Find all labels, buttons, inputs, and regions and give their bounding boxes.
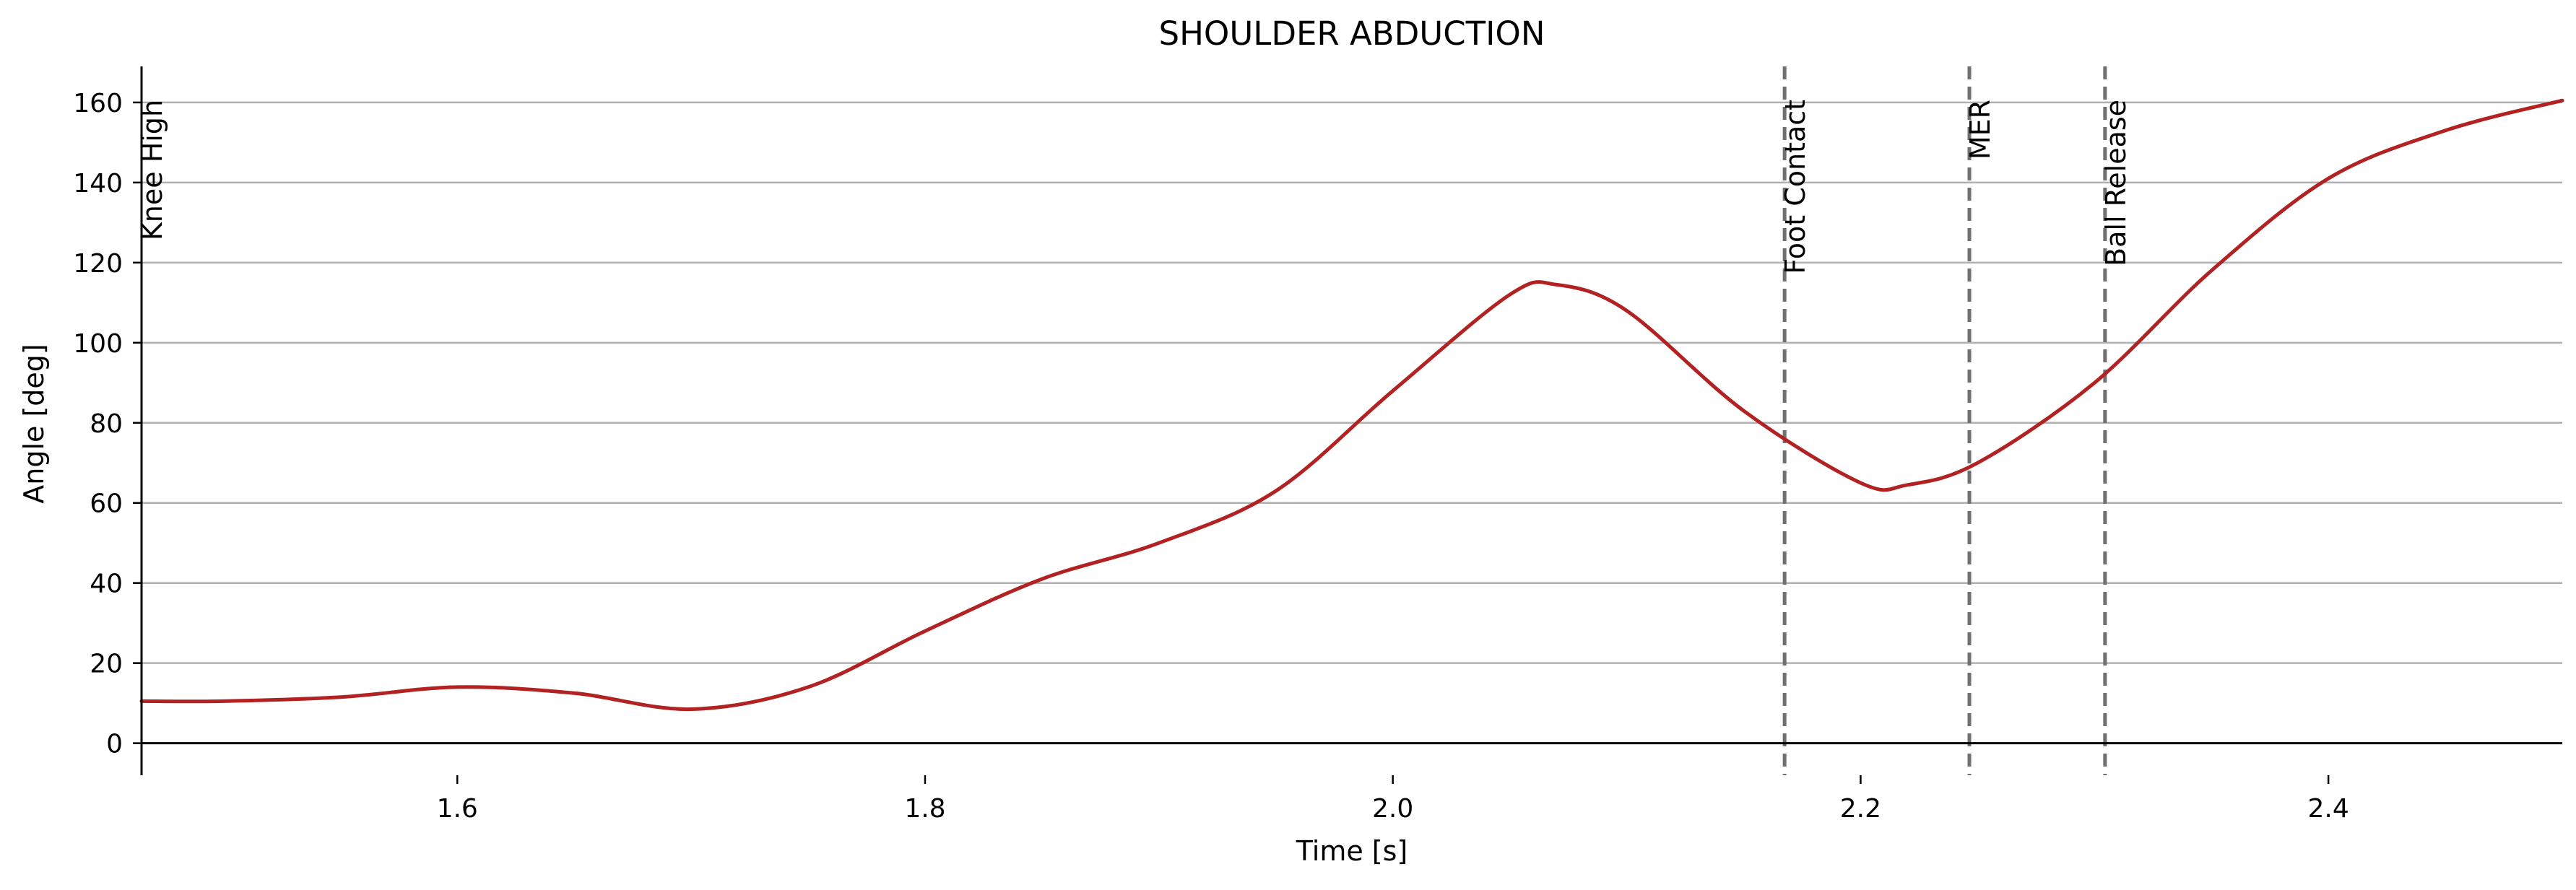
y-tick-label-100: 100	[73, 329, 123, 359]
x-tick-label-4: 2.4	[2308, 794, 2349, 824]
tick-labels: 0 20 40 60 80 100 120 140 160 1.6 1.8 2.0 2.2 2.4	[73, 89, 2349, 824]
y-tick-label-0: 0	[106, 730, 123, 759]
y-tick-label-40: 40	[90, 570, 123, 599]
x-tick-label-3: 2.2	[1840, 794, 1881, 824]
grid-lines	[142, 101, 2562, 664]
y-tick-label-60: 60	[90, 489, 123, 519]
y-tick-label-80: 80	[90, 409, 123, 439]
series-line-0	[139, 98, 2564, 712]
axes	[140, 66, 2562, 775]
x-tick-label-0: 1.6	[437, 794, 478, 824]
y-tick-label-140: 140	[73, 169, 123, 198]
y-tick-label-20: 20	[90, 650, 123, 679]
x-axis-label: Time [s]	[1296, 835, 1408, 867]
event-label-3: Ball Release	[2100, 100, 2132, 266]
y-tick-label-120: 120	[73, 249, 123, 279]
y-axis-label: Angle [deg]	[18, 344, 50, 504]
chart-title: SHOULDER ABDUCTION	[1159, 14, 1545, 53]
event-label-2: MER	[1964, 100, 1996, 160]
x-tick-label-2: 2.0	[1372, 794, 1413, 824]
event-markers: Knee High Foot Contact MER Ball Release	[136, 66, 2132, 775]
x-tick-label-1: 1.8	[904, 794, 945, 824]
series-layer	[139, 98, 2564, 712]
event-label-1: Foot Contact	[1779, 100, 1811, 274]
y-tick-label-160: 160	[73, 89, 123, 118]
